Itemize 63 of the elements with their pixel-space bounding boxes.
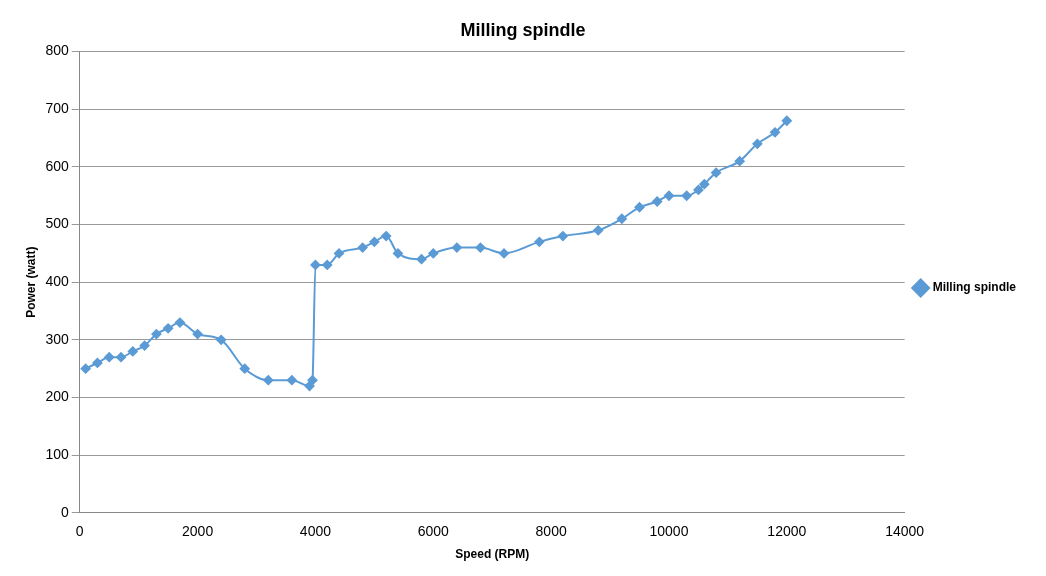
x-tick-label: 6000 <box>417 523 450 540</box>
point <box>557 231 568 242</box>
point <box>322 259 333 270</box>
point <box>734 156 745 167</box>
point <box>263 375 274 386</box>
y-tick-label: 300 <box>45 330 69 347</box>
point <box>781 115 792 126</box>
point <box>663 190 674 201</box>
point <box>239 363 250 374</box>
point <box>216 334 227 345</box>
point <box>475 242 486 253</box>
chart-title: Milling spindle <box>460 19 586 40</box>
point <box>139 340 150 351</box>
y-tick-label: 400 <box>45 273 69 290</box>
point <box>357 242 368 253</box>
point <box>334 248 345 259</box>
point <box>699 179 710 190</box>
point <box>634 202 645 213</box>
y-tick-label: 600 <box>45 157 69 174</box>
point <box>652 196 663 207</box>
point <box>681 190 692 201</box>
point <box>151 329 162 340</box>
x-tick-label: 14000 <box>885 523 925 540</box>
y-tick-label: 200 <box>45 388 69 405</box>
x-tick-label: 10000 <box>649 523 689 540</box>
x-tick-label: 8000 <box>535 523 567 540</box>
legend-label: Milling spindle <box>932 280 1017 295</box>
point <box>392 248 403 259</box>
point <box>381 231 392 242</box>
point <box>499 248 509 259</box>
y-axis-title: Power (watt) <box>23 246 38 318</box>
point <box>310 259 321 270</box>
y-tick-label: 800 <box>45 42 69 59</box>
point <box>127 346 138 357</box>
x-axis-title: Speed (RPM) <box>455 547 530 562</box>
point <box>593 225 604 236</box>
point <box>174 317 185 328</box>
point <box>192 329 203 340</box>
point <box>116 352 126 363</box>
y-tick-label: 700 <box>45 100 69 117</box>
point <box>711 167 722 178</box>
point <box>616 213 627 224</box>
point <box>80 363 91 374</box>
point <box>534 236 545 247</box>
point <box>451 242 462 253</box>
point <box>693 184 704 195</box>
point <box>92 357 103 368</box>
point <box>428 248 439 259</box>
point <box>286 375 297 386</box>
x-tick-label: 12000 <box>767 523 807 540</box>
point <box>163 323 174 334</box>
x-tick-label: 4000 <box>299 523 332 540</box>
point <box>416 254 427 265</box>
y-tick-label: 0 <box>60 503 69 520</box>
point <box>307 375 318 386</box>
point <box>752 138 763 149</box>
point <box>104 352 115 363</box>
y-tick-label: 100 <box>45 446 69 463</box>
point <box>369 236 380 247</box>
x-tick-label: 2000 <box>182 523 214 540</box>
x-tick-label: 0 <box>75 523 84 540</box>
y-tick-label: 500 <box>45 215 69 232</box>
point <box>770 127 781 138</box>
